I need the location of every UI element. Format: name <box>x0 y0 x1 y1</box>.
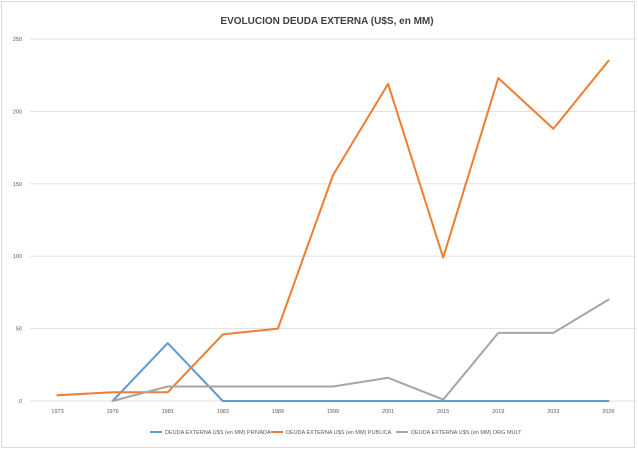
x-tick-label: 1989 <box>272 409 284 415</box>
x-tick-label: 1981 <box>162 409 174 415</box>
x-tick-label: 2015 <box>437 409 449 415</box>
y-tick-label: 0 <box>19 399 22 405</box>
legend: DEUDA EXTERNA U$S (en MM) PRIVADA DEUDA E… <box>150 430 522 436</box>
x-axis-tick-labels: 1973 1976 1981 1983 1989 1999 2001 2015 2019 2023… <box>51 409 614 415</box>
legend-label-3: DEUDA EXTERNA U$S (en MM) ORG MULT <box>411 430 522 436</box>
x-tick-label: 2019 <box>492 409 504 415</box>
x-tick-label: 2023 <box>547 409 559 415</box>
y-tick-label: 250 <box>13 37 22 43</box>
y-tick-label: 50 <box>16 327 22 333</box>
chart-title: EVOLUCION DEUDA EXTERNA (U$S, en MM) <box>220 16 433 27</box>
x-tick-label: 1973 <box>51 409 63 415</box>
legend-label-2: DEUDA EXTERNA U$S (en MM) PUBLICA <box>286 430 392 436</box>
gridlines <box>30 38 636 402</box>
y-tick-label: 100 <box>13 254 22 260</box>
x-tick-label: 1983 <box>217 409 229 415</box>
series-line-2 <box>56 59 610 397</box>
series-line-3 <box>111 298 610 402</box>
y-axis-tick-labels: 0 50 100 150 200 250 <box>13 37 22 405</box>
series-line-1 <box>111 342 610 402</box>
x-tick-label: 2001 <box>382 409 394 415</box>
x-tick-label: 1976 <box>107 409 119 415</box>
x-tick-label: 2026 <box>602 409 614 415</box>
y-tick-label: 200 <box>13 109 22 115</box>
x-tick-label: 1999 <box>327 409 339 415</box>
y-tick-label: 150 <box>13 182 22 188</box>
series-lines <box>56 59 610 402</box>
legend-label-1: DEUDA EXTERNA U$S (en MM) PRIVADA <box>165 430 271 436</box>
